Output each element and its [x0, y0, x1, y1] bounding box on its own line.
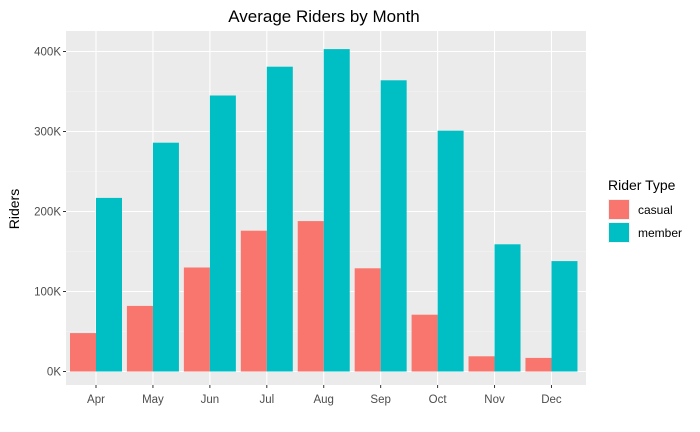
x-axis: Apr May Jun Jul Aug Sep Oct Nov Dec	[87, 385, 562, 406]
legend-swatch-member	[609, 223, 629, 242]
y-axis-title: Riders	[6, 189, 22, 229]
chart-title: Average Riders by Month	[228, 7, 420, 26]
legend-label-casual: casual	[638, 203, 673, 217]
bar-casual-jun	[183, 267, 210, 372]
bar-member-may	[152, 142, 179, 372]
legend-items: casual member	[608, 199, 682, 243]
bar-member-dec	[551, 261, 578, 372]
bar-casual-aug	[297, 221, 324, 372]
bar-member-jul	[266, 66, 293, 372]
y-tick-label: 0K	[47, 367, 61, 379]
bar-casual-may	[126, 305, 153, 372]
bar-casual-oct	[411, 314, 438, 372]
legend: Rider Type casual member	[608, 177, 682, 243]
y-tick-label: 200K	[34, 207, 61, 219]
bar-member-sep	[380, 80, 407, 372]
legend-title: Rider Type	[608, 177, 676, 193]
legend-swatch-casual	[609, 200, 629, 219]
bar-casual-jul	[240, 230, 267, 372]
y-tick-label: 100K	[34, 287, 61, 299]
bar-casual-apr	[70, 333, 96, 372]
bar-member-nov	[494, 244, 521, 372]
bar-casual-sep	[354, 268, 381, 372]
y-axis: 0K 100K 200K 300K 400K	[34, 47, 66, 379]
x-tick-label: Aug	[313, 394, 333, 406]
bar-member-apr	[96, 197, 122, 372]
x-tick-label: May	[142, 394, 164, 406]
bar-member-oct	[437, 130, 464, 372]
x-tick-label: Oct	[429, 394, 448, 406]
x-tick-label: Jul	[259, 394, 274, 406]
x-tick-label: Apr	[87, 394, 105, 406]
bar-casual-nov	[468, 356, 495, 372]
x-tick-label: Nov	[484, 394, 505, 406]
bar-member-aug	[323, 49, 350, 372]
bars	[70, 49, 578, 372]
x-tick-label: Jun	[201, 394, 220, 406]
x-tick-label: Dec	[541, 394, 562, 406]
legend-label-member: member	[638, 226, 682, 240]
bar-member-jun	[209, 95, 236, 372]
x-tick-label: Sep	[370, 394, 390, 406]
y-tick-label: 400K	[34, 47, 61, 59]
y-tick-label: 300K	[34, 127, 61, 139]
bar-casual-dec	[525, 357, 552, 372]
